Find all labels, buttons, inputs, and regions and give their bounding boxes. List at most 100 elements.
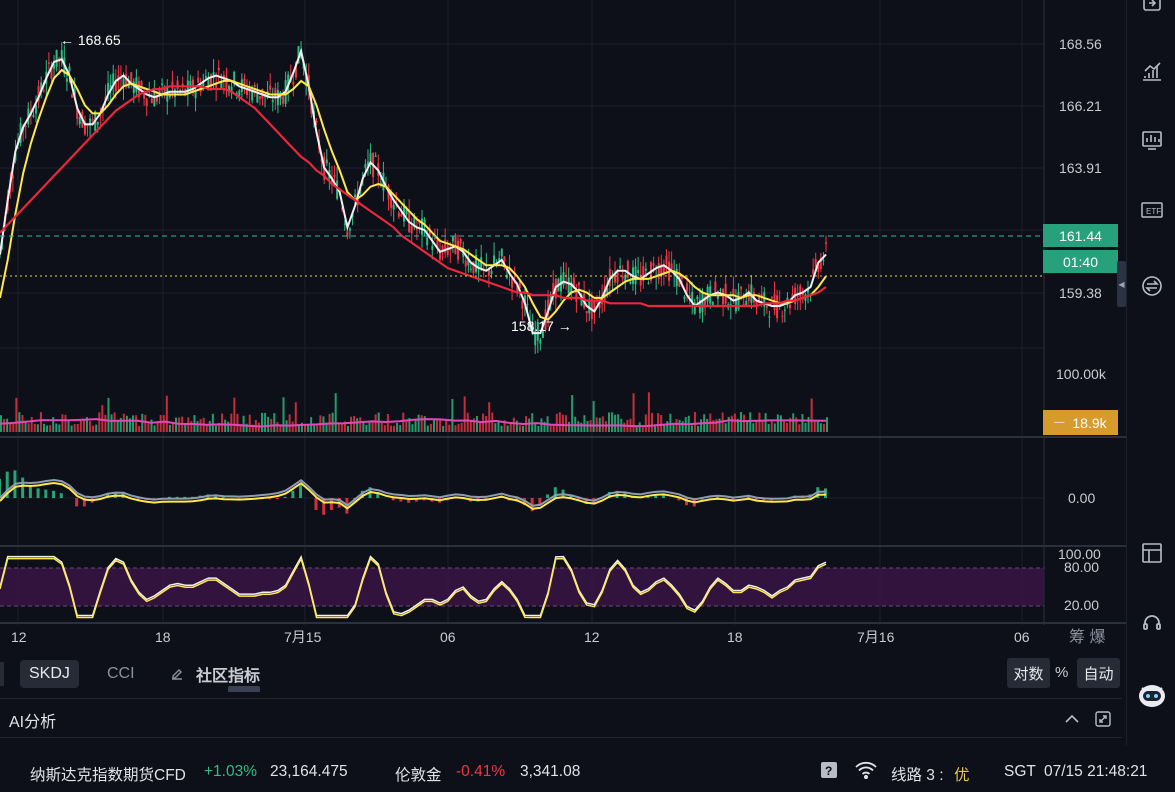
candle-body: [822, 259, 825, 262]
current-price-tag: 161.44: [1043, 224, 1118, 247]
volume-bar: [816, 420, 819, 432]
candle-body: [459, 238, 462, 244]
candle-body: [477, 262, 480, 269]
volume-bar: [736, 419, 739, 432]
volume-bar: [497, 420, 500, 432]
volume-bar: [119, 417, 122, 432]
ai-expand-icon[interactable]: [1094, 710, 1112, 733]
candle-body: [503, 256, 506, 262]
volume-bar: [672, 424, 675, 432]
volume-bar: [12, 423, 15, 432]
volume-bar: [42, 423, 45, 432]
candle-body: [670, 263, 673, 270]
volume-bar: [583, 415, 586, 432]
volume-bar: [230, 413, 233, 432]
volume-bar: [515, 420, 518, 432]
assistant-robot-icon[interactable]: [1137, 680, 1167, 710]
etf-icon[interactable]: ETF: [1139, 197, 1165, 223]
candle-body: [78, 116, 81, 125]
low-annotation: 158.17 →: [511, 318, 572, 334]
volume-bar: [715, 419, 718, 432]
support-icon[interactable]: [1139, 610, 1165, 636]
candle-body: [575, 291, 578, 302]
tab-cci[interactable]: CCI: [107, 665, 135, 682]
volume-bar: [291, 421, 294, 432]
tab-scroll-left[interactable]: [0, 662, 4, 686]
candle-body: [122, 78, 125, 87]
time-tick: 12: [11, 629, 27, 645]
candle-body: [616, 271, 619, 283]
candle-body: [511, 278, 514, 288]
volume-bar: [528, 418, 531, 432]
volume-bar: [457, 423, 460, 432]
panel-resize-handle[interactable]: [228, 686, 260, 692]
export-icon[interactable]: [1139, 0, 1165, 18]
ticker-change: -0.41%: [456, 763, 506, 780]
candle-body: [428, 228, 431, 236]
ai-panel-title[interactable]: AI分析: [9, 714, 57, 731]
volume-bar: [300, 422, 303, 432]
volume-bar: [623, 422, 626, 432]
side-panel-handle[interactable]: ◀: [1117, 261, 1126, 307]
volume-bar: [267, 416, 270, 432]
volume-bar: [798, 424, 801, 432]
volume-bar: [6, 418, 9, 432]
volume-bar: [617, 414, 620, 432]
log-scale-button[interactable]: 对数: [1007, 658, 1050, 688]
macd-histogram-bar: [299, 484, 303, 498]
volume-bar: [307, 424, 310, 432]
ai-collapse-icon[interactable]: [1063, 710, 1081, 733]
candle-body: [269, 85, 272, 90]
volume-bar: [343, 421, 346, 432]
candle-body: [577, 282, 580, 286]
macd-histogram-bar: [82, 498, 86, 507]
price-chart-area[interactable]: ← 168.65 158.17 → 168.56 166.21 163.91 1…: [0, 0, 1126, 655]
candle-body: [246, 89, 249, 96]
candle-body: [361, 174, 364, 176]
macd-histogram-bar: [329, 498, 333, 510]
tab-skdj[interactable]: SKDJ: [20, 660, 79, 688]
volume-bar: [712, 420, 715, 432]
ticker-name[interactable]: 伦敦金: [395, 767, 442, 784]
volume-bar: [393, 425, 396, 432]
candle-body: [132, 81, 135, 94]
swap-icon[interactable]: [1139, 273, 1165, 299]
volume-bar: [303, 424, 306, 432]
volume-bar: [144, 414, 147, 432]
volume-bar: [792, 413, 795, 432]
volume-bar: [3, 419, 6, 432]
price-tick: 163.91: [1059, 160, 1102, 176]
volume-bar: [813, 421, 816, 432]
ticker-name[interactable]: 纳斯达克指数期货CFD: [30, 767, 186, 784]
volume-bar: [469, 420, 472, 432]
kdj-d-line: [0, 556, 827, 619]
candle-body: [197, 77, 200, 83]
help-icon[interactable]: ?: [820, 761, 838, 784]
volume-bar: [675, 418, 678, 432]
volume-bar: [601, 416, 604, 432]
volume-bar: [236, 413, 239, 432]
layout-icon[interactable]: [1139, 540, 1165, 566]
candle-body: [89, 118, 92, 126]
candle-body: [469, 268, 472, 270]
connection-line[interactable]: 线路 3 :: [891, 767, 944, 784]
candle-body: [711, 301, 714, 307]
volume-bar: [681, 421, 684, 432]
candle-body: [37, 86, 40, 102]
candle-body: [96, 121, 99, 125]
candle-body: [238, 90, 241, 96]
auto-scale-button[interactable]: 自动: [1077, 658, 1120, 688]
volume-bar: [733, 413, 736, 432]
trend-chart-icon[interactable]: [1139, 58, 1165, 84]
tab-community-indicators[interactable]: 社区指标: [170, 660, 260, 688]
candle-body: [534, 331, 537, 346]
candle-body: [68, 66, 71, 72]
volume-bar: [337, 423, 340, 432]
percent-scale-button[interactable]: %: [1055, 664, 1069, 681]
indicator-icon[interactable]: [1139, 127, 1165, 153]
candle-body: [305, 73, 308, 87]
candle-body: [639, 275, 642, 286]
volume-bar: [36, 424, 39, 432]
candle-body: [390, 191, 393, 208]
